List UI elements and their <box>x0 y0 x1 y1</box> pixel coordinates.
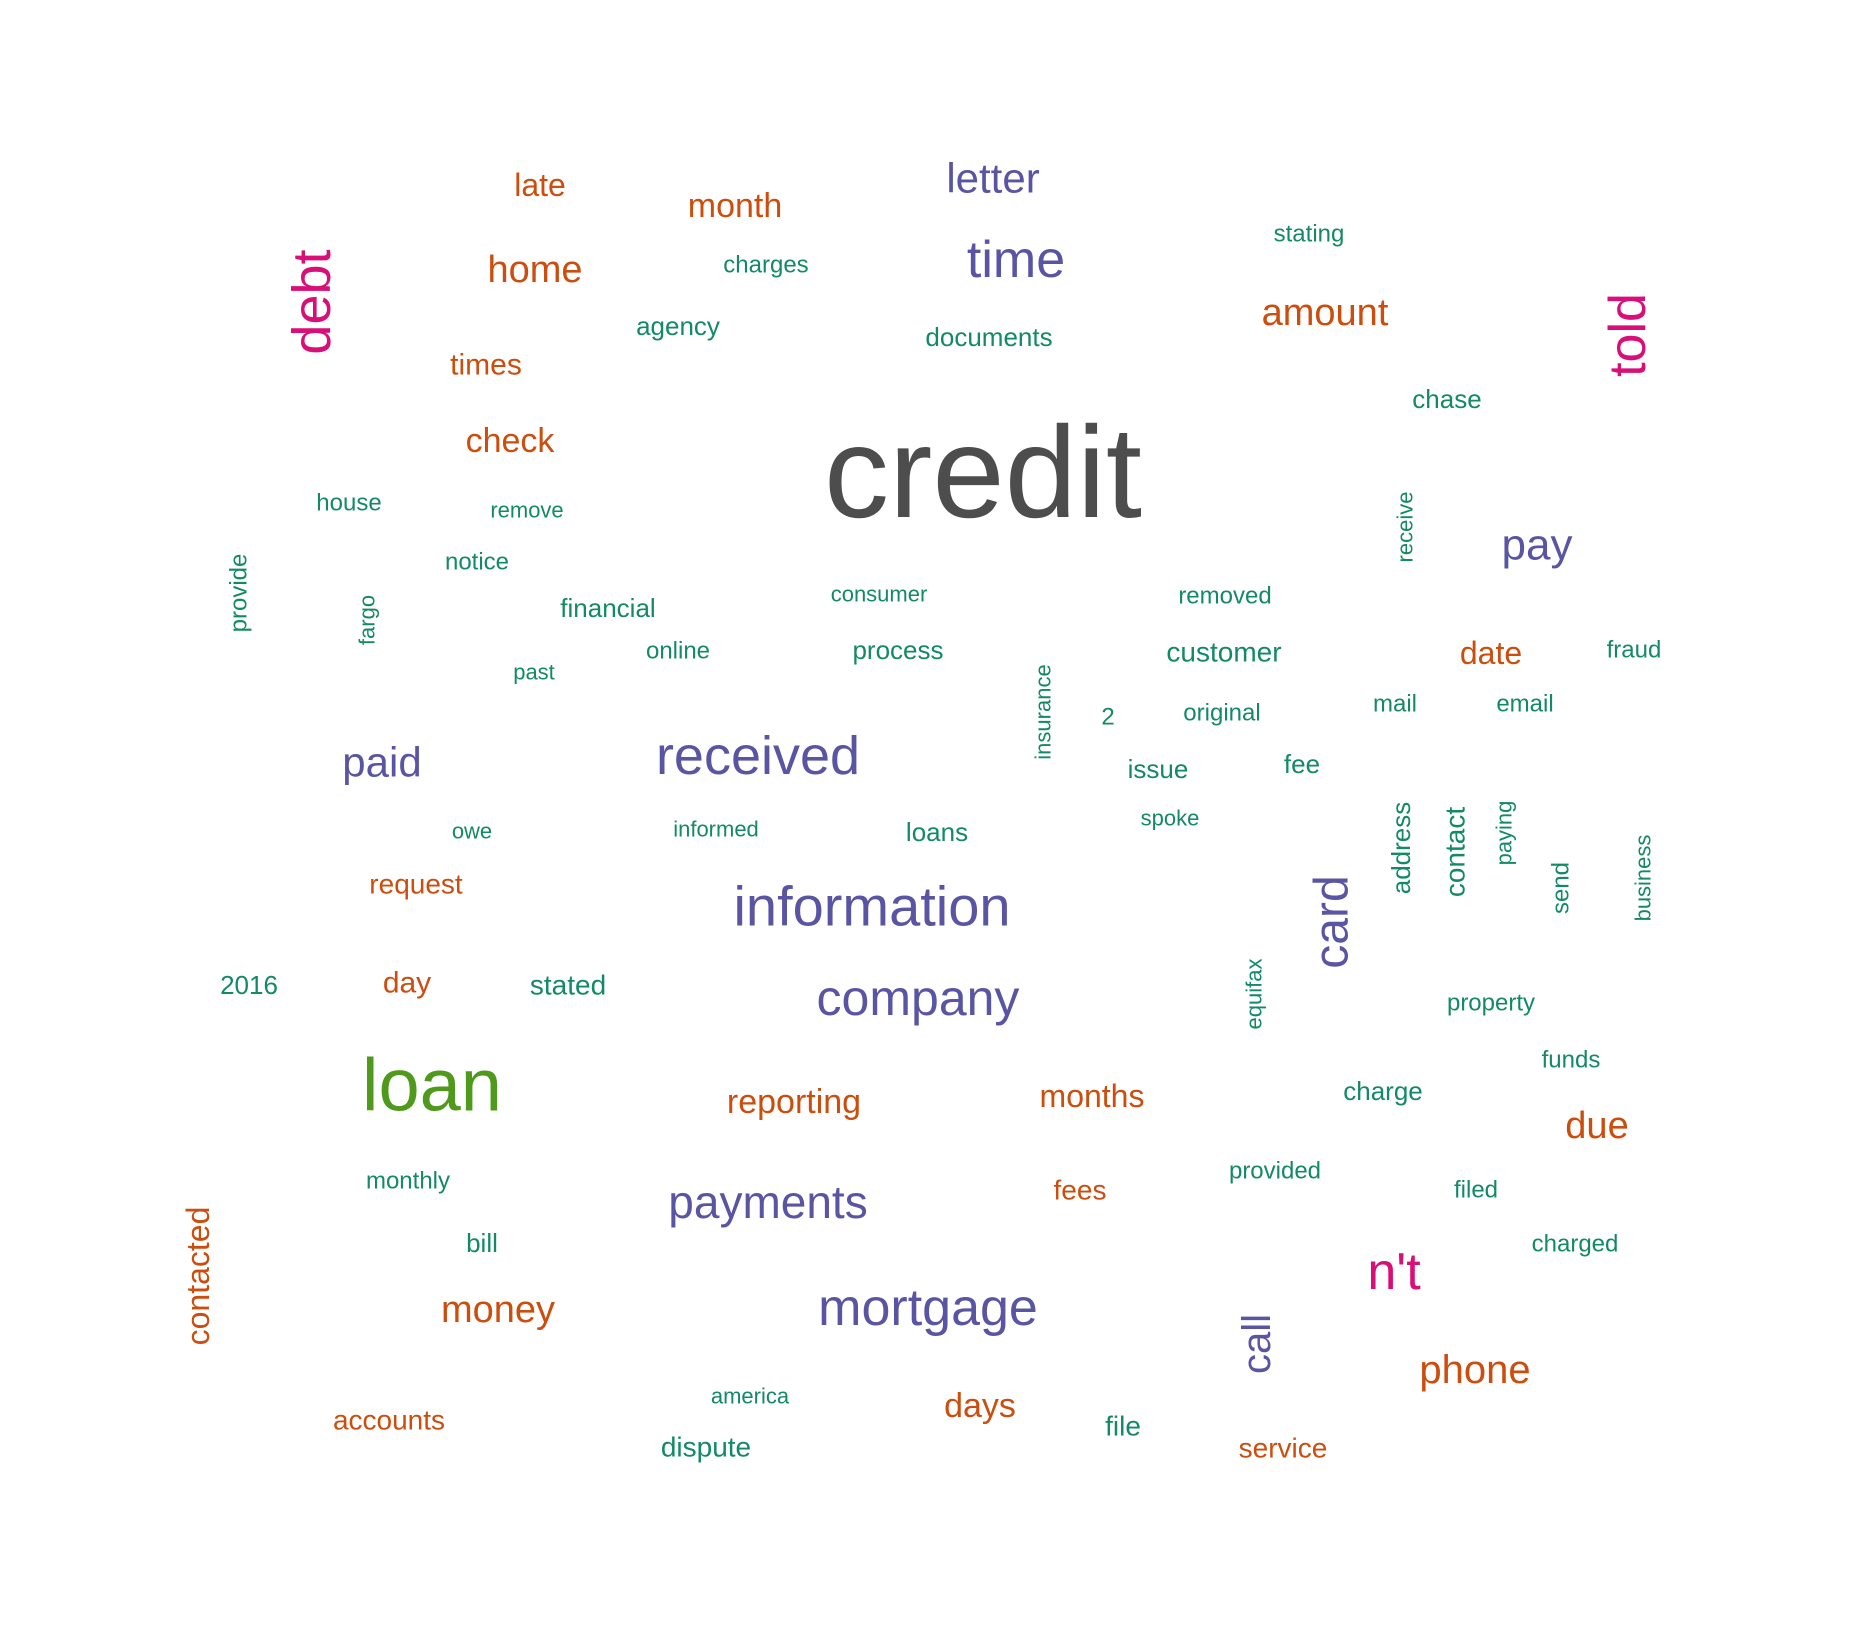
word-america: america <box>711 1384 790 1409</box>
word-n-t: n't <box>1367 1243 1421 1301</box>
word-contact: contact <box>1440 807 1471 897</box>
word-process: process <box>852 635 943 665</box>
word-property: property <box>1447 990 1535 1017</box>
word-stating: stating <box>1274 221 1345 248</box>
word-bill: bill <box>466 1228 498 1258</box>
word-original: original <box>1183 700 1260 727</box>
word-amount: amount <box>1262 292 1389 334</box>
word-reporting: reporting <box>727 1083 861 1121</box>
word-check: check <box>466 422 556 460</box>
word-2: 2 <box>1101 704 1114 731</box>
word-remove: remove <box>490 498 563 523</box>
word-time: time <box>967 231 1065 289</box>
word-pay: pay <box>1502 521 1573 570</box>
word-paying: paying <box>1492 801 1517 866</box>
word-fraud: fraud <box>1607 637 1662 664</box>
word-loans: loans <box>906 817 968 847</box>
word-online: online <box>646 638 710 665</box>
word-2016: 2016 <box>220 970 278 1000</box>
word-documents: documents <box>925 322 1052 352</box>
word-home: home <box>487 249 582 291</box>
word-removed: removed <box>1178 583 1271 610</box>
word-issue: issue <box>1128 754 1189 784</box>
word-month: month <box>688 187 783 225</box>
word-service: service <box>1239 1433 1328 1464</box>
word-loan: loan <box>362 1044 502 1127</box>
word-charges: charges <box>723 252 808 279</box>
word-received: received <box>656 726 860 786</box>
word-filed: filed <box>1454 1177 1498 1204</box>
word-consumer: consumer <box>831 582 928 607</box>
word-email: email <box>1496 691 1553 718</box>
word-paid: paid <box>342 739 421 786</box>
word-address: address <box>1386 802 1416 895</box>
word-house: house <box>316 490 381 517</box>
word-monthly: monthly <box>366 1168 450 1195</box>
word-spoke: spoke <box>1141 806 1200 831</box>
word-charge: charge <box>1343 1076 1423 1106</box>
word-provided: provided <box>1229 1158 1321 1185</box>
word-information: information <box>733 875 1010 938</box>
word-due: due <box>1565 1105 1628 1147</box>
word-money: money <box>441 1289 555 1331</box>
word-business: business <box>1631 835 1656 922</box>
word-provide: provide <box>226 554 253 633</box>
word-send: send <box>1548 862 1575 914</box>
word-owe: owe <box>452 819 492 844</box>
word-dispute: dispute <box>661 1432 751 1463</box>
word-months: months <box>1040 1078 1145 1114</box>
word-funds: funds <box>1542 1047 1601 1074</box>
word-letter: letter <box>946 155 1039 202</box>
word-receive: receive <box>1393 492 1418 563</box>
word-day: day <box>383 967 431 1000</box>
word-notice: notice <box>445 549 509 576</box>
word-times: times <box>450 349 522 382</box>
word-fee: fee <box>1284 749 1320 779</box>
word-phone: phone <box>1419 1348 1530 1392</box>
word-date: date <box>1460 635 1522 671</box>
word-informed: informed <box>673 817 759 842</box>
word-payments: payments <box>668 1176 867 1228</box>
word-fees: fees <box>1054 1175 1107 1206</box>
word-agency: agency <box>636 311 720 341</box>
word-chase: chase <box>1412 384 1481 414</box>
word-contacted: contacted <box>180 1207 216 1346</box>
word-accounts: accounts <box>333 1405 445 1436</box>
word-company: company <box>817 970 1020 1026</box>
word-mortgage: mortgage <box>818 1279 1038 1337</box>
word-financial: financial <box>560 593 655 623</box>
word-days: days <box>944 1387 1016 1425</box>
word-late: late <box>514 167 566 203</box>
word-request: request <box>369 869 463 900</box>
word-stated: stated <box>530 970 606 1001</box>
word-fargo: fargo <box>355 595 380 645</box>
word-insurance: insurance <box>1031 664 1056 759</box>
word-charged: charged <box>1532 1231 1619 1258</box>
word-customer: customer <box>1166 637 1281 668</box>
word-card: card <box>1306 875 1359 968</box>
word-equifax: equifax <box>1242 959 1267 1030</box>
word-told: told <box>1599 293 1657 377</box>
word-mail: mail <box>1373 691 1417 718</box>
word-past: past <box>513 660 555 685</box>
word-file: file <box>1105 1411 1141 1442</box>
word-credit: credit <box>824 399 1142 545</box>
word-call: call <box>1235 1314 1279 1374</box>
word-debt: debt <box>282 249 342 354</box>
